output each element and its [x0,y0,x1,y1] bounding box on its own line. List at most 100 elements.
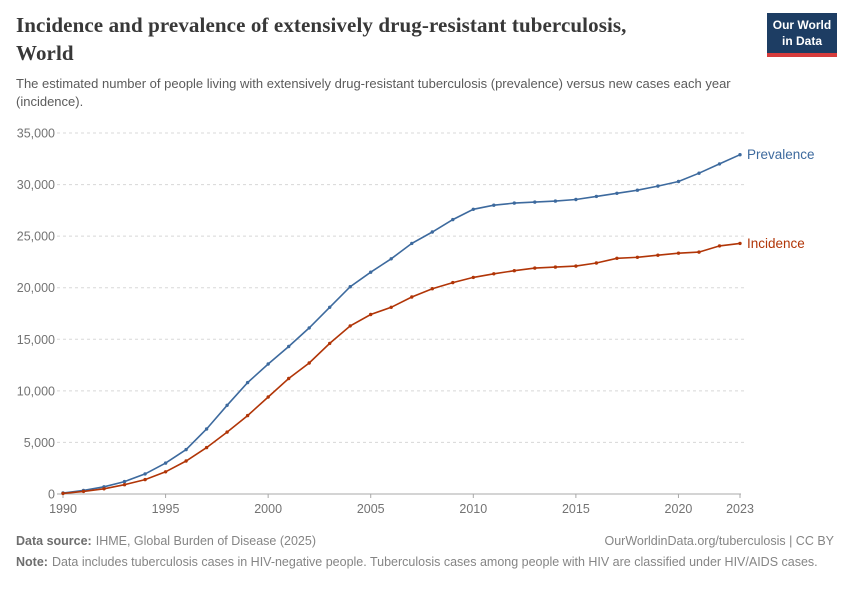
prevalence-point[interactable] [635,188,640,192]
page-title: Incidence and prevalence of extensively … [16,12,766,68]
incidence-point[interactable] [471,275,475,280]
prevalence-point[interactable] [471,207,475,211]
prevalence-line[interactable] [62,153,741,494]
prevalence-point[interactable] [717,162,722,166]
incidence-point[interactable] [328,341,332,346]
x-tick-label: 2010 [459,502,487,516]
prevalence-point[interactable] [492,203,496,207]
y-tick-label: 20,000 [17,281,55,295]
incidence-point[interactable] [204,445,209,450]
prevalence-point[interactable] [245,380,250,385]
incidence-point[interactable] [533,266,537,270]
incidence-point[interactable] [225,430,229,434]
prevalence-point[interactable] [697,171,701,175]
y-tick-label: 35,000 [17,127,55,141]
prevalence-point[interactable] [430,230,434,234]
prevalence-point[interactable] [122,479,127,484]
prevalence-point[interactable] [574,197,578,202]
prevalence-point[interactable] [369,270,373,274]
incidence-point[interactable] [512,269,516,273]
page-title-line-2: World [16,40,74,65]
chart-subtitle: The estimated number of people living wi… [16,75,731,110]
incidence-point[interactable] [615,256,619,260]
owid-logo-box: Our World in Data [767,13,837,54]
page-title-line-1: Incidence and prevalence of extensively … [16,13,627,37]
line-chart-svg: 0 5,000 10,000 15,000 20,000 25,000 30,000 35,0… [17,127,815,517]
incidence-point[interactable] [574,264,578,268]
prevalence-series-label[interactable]: Prevalence [747,147,815,162]
incidence-point[interactable] [266,395,270,399]
data-source: Data source: IHME, Global Burden of Disea… [16,534,316,548]
prevalence-point[interactable] [225,403,229,407]
prevalence-point[interactable] [389,257,393,261]
y-tick-label: 5,000 [24,436,55,450]
owid-logo[interactable]: Our World in Data [767,13,837,58]
incidence-point[interactable] [81,489,86,494]
incidence-point[interactable] [287,376,291,381]
incidence-point[interactable] [492,272,496,276]
chart-note: Note: Data includes tuberculosis cases in… [16,553,834,571]
incidence-point[interactable] [184,459,188,463]
y-tick-label: 10,000 [17,384,55,398]
incidence-point[interactable] [430,287,434,291]
prevalence-point[interactable] [553,199,558,203]
incidence-point[interactable] [307,361,311,365]
incidence-line[interactable] [62,242,741,495]
incidence-point[interactable] [594,261,599,265]
incidence-point[interactable] [410,295,414,299]
prevalence-point[interactable] [163,461,168,465]
y-tick-label: 0 [48,488,55,502]
prevalence-point[interactable] [615,191,619,195]
x-tick-label: 1995 [152,502,180,516]
prevalence-point[interactable] [348,285,352,289]
prevalence-point[interactable] [266,362,270,366]
incidence-point[interactable] [369,312,373,317]
prevalence-point[interactable] [738,153,742,157]
incidence-point[interactable] [451,280,455,285]
incidence-point[interactable] [697,250,701,254]
incidence-point[interactable] [102,487,106,491]
incidence-point[interactable] [61,491,65,496]
prevalence-point[interactable] [143,472,147,476]
incidence-point[interactable] [656,253,660,257]
incidence-point[interactable] [389,305,393,309]
prevalence-point[interactable] [328,305,332,309]
incidence-point[interactable] [717,244,722,248]
prevalence-point[interactable] [533,200,537,204]
incidence-point[interactable] [676,251,681,255]
incidence-point[interactable] [245,413,250,418]
x-tick-label: 2000 [254,502,282,516]
owid-logo-line-1: Our World [772,18,832,32]
x-tick-label: 2023 [726,502,754,516]
prevalence-point[interactable] [204,427,209,431]
note-text: Data includes tuberculosis cases in HIV-… [51,555,818,569]
incidence-point[interactable] [163,470,168,474]
data-source-label: Data source: [16,534,92,548]
owid-logo-line-2: in Data [781,33,822,48]
chart-footer: Data source: IHME, Global Burden of Disea… [16,534,834,571]
incidence-point[interactable] [738,241,742,246]
prevalence-point[interactable] [512,201,516,205]
incidence-point[interactable] [553,265,558,269]
prevalence-point[interactable] [410,241,414,246]
x-tick-label: 1990 [49,502,77,516]
prevalence-point[interactable] [307,326,311,330]
prevalence-point[interactable] [287,344,291,349]
note-label: Note: [16,555,48,569]
prevalence-point[interactable] [184,447,188,452]
source-row: Data source: IHME, Global Burden of Disea… [16,534,834,548]
incidence-point[interactable] [635,255,640,259]
y-tick-label: 25,000 [17,230,55,244]
incidence-point[interactable] [348,324,352,328]
incidence-series-label[interactable]: Incidence [747,236,805,251]
prevalence-point[interactable] [676,179,681,184]
owid-logo-accent-bar [767,53,837,58]
prevalence-point[interactable] [594,194,599,199]
owid-license-link[interactable]: OurWorldinData.org/tuberculosis | CC BY [604,534,835,548]
chart-header: Incidence and prevalence of extensively … [16,12,766,111]
incidence-point[interactable] [143,477,147,482]
prevalence-point[interactable] [656,184,660,188]
incidence-point[interactable] [122,483,127,487]
prevalence-point[interactable] [451,217,455,222]
